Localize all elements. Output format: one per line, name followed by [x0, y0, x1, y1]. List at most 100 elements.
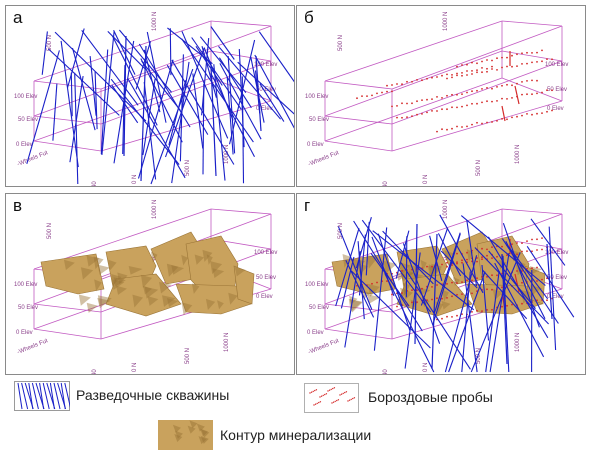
mineralization-view: 100 Elev 50 Elev 0 Elev 100 Elev 50 Elev 0 El…	[14, 200, 277, 375]
trench-sample-dot	[481, 101, 483, 104]
drillhole-trace	[526, 245, 575, 318]
elev-50-label: 50 Elev	[18, 117, 38, 123]
legend-trench-dot	[352, 397, 354, 400]
drillhole-trace	[361, 219, 432, 313]
box-edge	[391, 100, 563, 152]
legend-drill-line	[60, 382, 66, 410]
ore-shading	[94, 279, 102, 292]
ore-shading	[142, 285, 152, 295]
elev-100-label: 100 Elev	[14, 94, 37, 100]
ore-shading	[452, 276, 460, 287]
legend-trench-dot	[322, 394, 324, 397]
drillhole-trace	[414, 223, 418, 345]
trench-sample-dot	[536, 79, 538, 82]
trench-sample-dot	[476, 260, 478, 263]
trench-sample-dot	[461, 74, 463, 77]
elev-100-label-right: 100 Elev	[545, 62, 568, 68]
trench-sample-dot	[551, 89, 553, 92]
ore-shading	[383, 260, 398, 274]
trench-sample-dot	[396, 305, 398, 308]
ore-shading	[113, 277, 126, 287]
legend-drill-line	[28, 382, 34, 410]
drillhole-trace	[135, 41, 152, 90]
trench-sample-dot	[531, 113, 533, 116]
elev-50-label: 50 Elev	[18, 305, 38, 311]
legend-trench-dot	[316, 402, 318, 405]
trench-sample-dot	[371, 282, 373, 285]
trench-sample-dot	[506, 304, 508, 307]
legend-ore-shade	[174, 433, 183, 442]
trench-sample-dot	[511, 243, 513, 245]
legend-trench-dot	[328, 389, 331, 391]
north-500-label: 500 N	[476, 348, 482, 364]
drillhole-trace	[167, 27, 213, 65]
drillhole-trace	[241, 76, 245, 184]
trench-sample-dot	[396, 83, 398, 85]
ore-shading	[396, 271, 407, 281]
ore-shading	[111, 279, 125, 290]
ore-facet	[175, 283, 252, 315]
trench-sample-dot	[466, 125, 468, 128]
trench-sample-dot	[416, 100, 418, 103]
trench-sample-dot	[486, 248, 488, 251]
drillhole-traces	[26, 26, 294, 185]
trench-sample-dot	[491, 87, 493, 90]
trench-sample-dot	[486, 70, 488, 73]
drillhole-trace	[48, 48, 120, 116]
ore-shading	[349, 295, 358, 305]
trench-sample-dot	[486, 276, 488, 278]
trench-sample-dot	[456, 72, 458, 75]
trench-sample-dot	[456, 106, 458, 109]
trench-sample-dot	[386, 90, 388, 93]
legend-trench-dot	[314, 403, 317, 405]
trench-sample-dot	[536, 92, 538, 95]
trench-sample-dot	[511, 84, 513, 87]
trench-sample-dot	[536, 266, 538, 269]
panel-label: г	[304, 196, 311, 215]
ore-shading	[111, 274, 122, 285]
box-edge	[33, 50, 212, 117]
drillholes-legend-icon	[14, 381, 70, 411]
trench-sample-dot	[471, 311, 473, 313]
trench-sample-dot	[426, 265, 428, 268]
east-tick-label: 40	[383, 181, 389, 187]
trench-sample-dot	[381, 91, 383, 94]
mineralization-legend-label: Контур минерализации	[220, 427, 372, 443]
ore-shading	[97, 297, 111, 307]
elev-50-label-right: 50 Elev	[547, 275, 567, 281]
legend-ore-shade	[189, 420, 198, 429]
drillhole-trace	[107, 31, 147, 70]
panel-combined: г 100 Elev 50 Elev 0 Elev 100 Elev 50 Elev 0 …	[296, 193, 586, 375]
trench-sample-dot	[361, 95, 363, 97]
drillholes-view: 100 Elev 50 Elev 0 Elev 100 Elev 50 Elev 0 El…	[14, 12, 294, 186]
ore-shading	[442, 289, 449, 302]
trench-sample-dot	[476, 121, 478, 124]
east-tick-label: 40	[92, 369, 98, 375]
trench-sample-dot	[441, 317, 443, 320]
legend-ore-shade	[187, 425, 196, 434]
box-edge	[100, 25, 272, 90]
ore-shading	[342, 253, 352, 268]
drillhole-trace	[54, 31, 147, 122]
drillhole-trace	[460, 215, 546, 286]
trench-sample-dot	[541, 60, 543, 63]
trench-sample-dot	[521, 242, 523, 244]
box-edge	[324, 77, 503, 142]
trench-sample-dot	[406, 116, 408, 118]
legend-drill-line	[64, 382, 70, 408]
trench-sample-dot	[531, 61, 533, 64]
drillhole-trace	[227, 56, 236, 154]
trench-sample-dot	[521, 281, 523, 284]
trench-sample-dot	[496, 120, 498, 122]
box-edge	[324, 328, 393, 340]
drillhole-trace	[351, 270, 431, 349]
box-edge	[324, 20, 503, 82]
trench-sample-dot	[516, 242, 518, 244]
trench-sample-dot	[466, 91, 468, 94]
trench-sample-dot	[366, 95, 368, 97]
ore-shading	[128, 266, 143, 275]
drillhole-trace	[192, 73, 204, 149]
trench-sample-dot	[481, 88, 483, 90]
drillhole-trace	[466, 220, 478, 286]
bounding-box	[324, 20, 563, 152]
